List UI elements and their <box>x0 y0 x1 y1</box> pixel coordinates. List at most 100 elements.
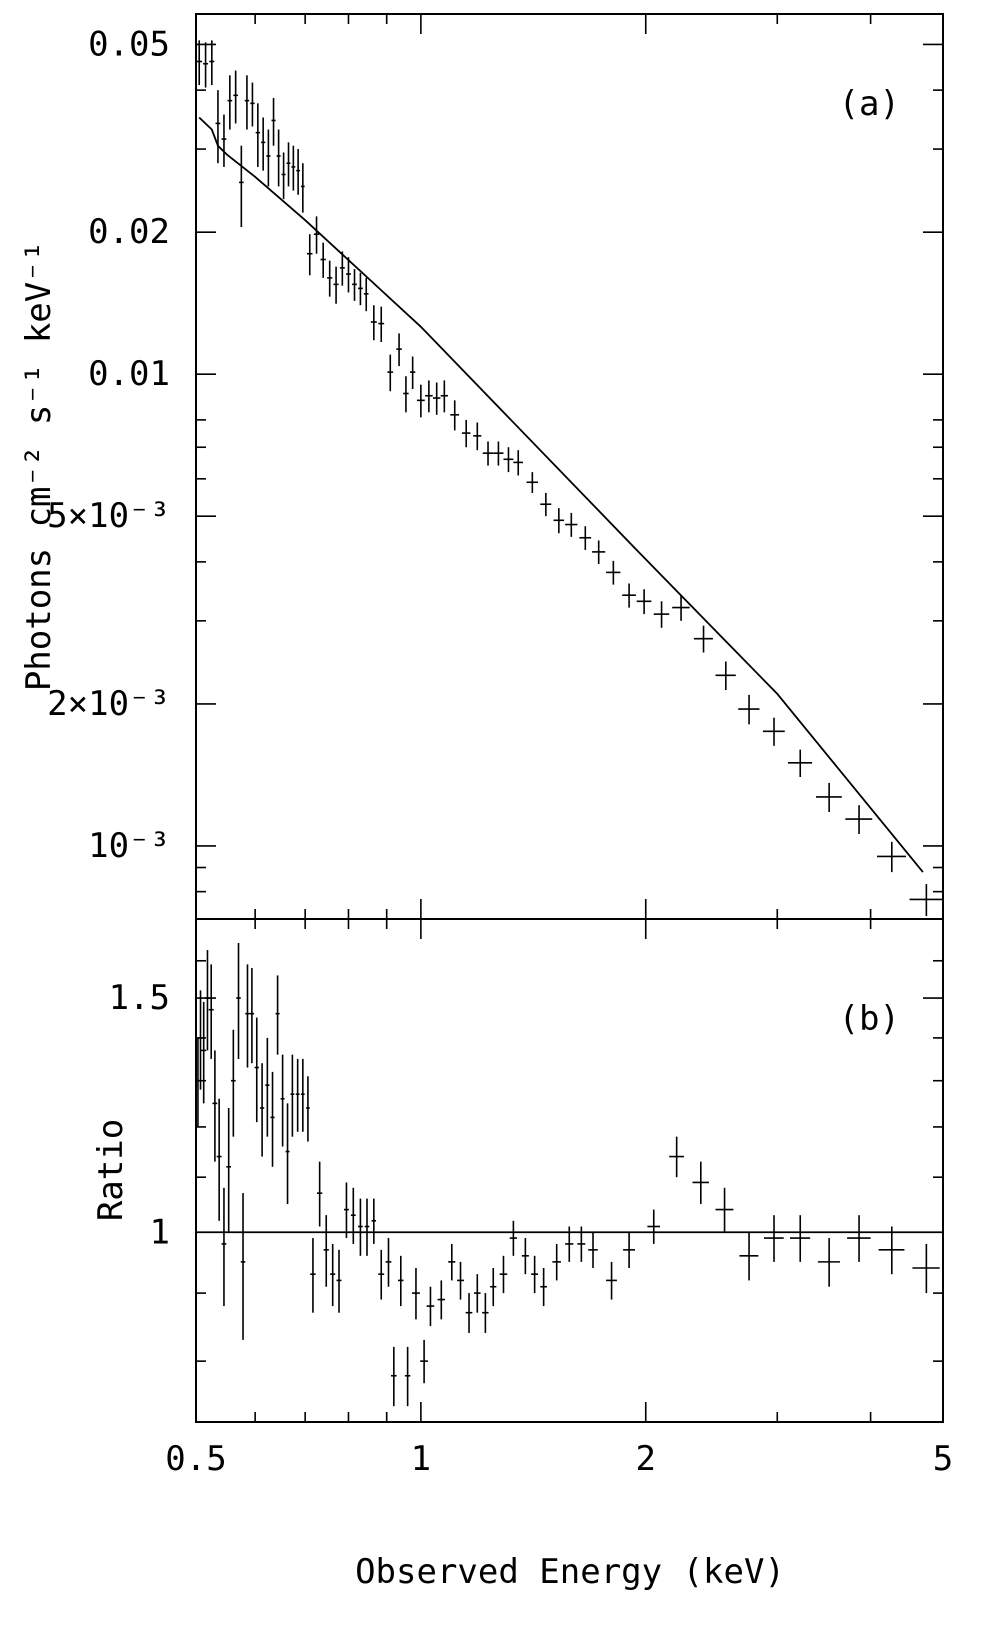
data-point <box>370 305 377 341</box>
data-point <box>440 380 448 413</box>
data-point <box>579 526 592 550</box>
data-point <box>565 512 578 537</box>
data-point <box>577 1226 586 1262</box>
data-point <box>878 1226 905 1275</box>
panel-a-y-axis-title: Photons cm⁻² s⁻¹ keV⁻¹ <box>19 241 59 691</box>
panel-a-frame <box>195 13 944 920</box>
data-point <box>513 450 523 476</box>
data-point <box>503 447 514 473</box>
data-point <box>457 1261 464 1300</box>
data-point <box>196 1037 200 1127</box>
x-tick-label: 0.5 <box>165 1439 226 1479</box>
panel-b-ratio: 1.51 (b) Ratio 0.5 1 2 5 Observed Energy (k… <box>91 918 953 1592</box>
panel-b-data-points <box>196 942 940 1407</box>
data-point <box>249 968 255 1064</box>
data-point <box>390 1346 397 1407</box>
data-point <box>672 595 690 621</box>
data-point <box>461 419 471 448</box>
data-point <box>845 805 873 834</box>
x-tick-label: 5 <box>933 1439 953 1479</box>
data-point <box>426 1286 435 1327</box>
data-point <box>300 1058 305 1132</box>
data-point <box>912 1243 940 1294</box>
data-point <box>592 540 606 564</box>
data-point <box>201 1001 207 1104</box>
y-tick-label: 0.01 <box>88 354 170 394</box>
data-point <box>531 1255 539 1294</box>
panel-a-data-points <box>196 40 943 917</box>
data-point <box>521 1238 529 1275</box>
data-point <box>565 1226 574 1262</box>
panel-a-y-tick-labels: 0.05 0.02 0.01 5×10⁻³ 2×10⁻³ 10⁻³ <box>47 24 170 866</box>
data-point <box>526 472 539 493</box>
data-point <box>692 1161 709 1205</box>
data-point <box>198 990 203 1090</box>
data-point <box>285 1103 290 1205</box>
data-point <box>270 1071 275 1167</box>
data-point <box>817 1238 841 1287</box>
data-point <box>465 1293 473 1333</box>
data-point <box>350 1187 356 1244</box>
data-point <box>425 380 433 413</box>
data-point <box>553 508 565 534</box>
data-point <box>295 1058 300 1132</box>
data-point <box>378 306 385 342</box>
x-tick-label: 2 <box>635 1439 655 1479</box>
panel-b-y-tick-labels: 1.51 <box>109 978 170 1252</box>
panel-a-spectrum: 0.05 0.02 0.01 5×10⁻³ 2×10⁻³ 10⁻³ (a) Photons… <box>19 13 944 920</box>
data-point <box>540 492 552 517</box>
data-point <box>259 1063 265 1157</box>
data-point <box>815 782 842 813</box>
panel-b-ticks <box>195 919 944 1422</box>
data-point <box>212 1050 218 1162</box>
data-point <box>352 269 357 301</box>
data-point <box>448 1243 456 1281</box>
x-tick-label: 1 <box>411 1439 431 1479</box>
data-point <box>404 1346 411 1407</box>
data-point <box>208 964 214 1059</box>
data-point <box>307 234 313 276</box>
data-point <box>409 356 416 390</box>
data-point <box>653 601 670 628</box>
data-point <box>762 717 785 746</box>
data-point <box>336 1249 342 1313</box>
y-tick-label: 10⁻³ <box>88 826 170 866</box>
panel-a-model-line <box>198 116 924 873</box>
data-point <box>221 114 227 167</box>
y-tick-label: 0.02 <box>88 212 170 252</box>
data-point <box>715 661 736 691</box>
data-point <box>227 75 233 130</box>
data-point <box>378 1249 385 1300</box>
data-point <box>420 1339 428 1384</box>
y-tick-label: 1 <box>150 1212 170 1252</box>
data-point <box>493 441 504 466</box>
data-point <box>231 1029 236 1137</box>
data-point <box>450 400 460 431</box>
data-point <box>300 163 305 213</box>
data-point <box>291 145 296 191</box>
panel-b-label: (b) <box>839 999 900 1039</box>
data-point <box>261 117 266 171</box>
panel-b-y-axis-title: Ratio <box>91 1119 131 1221</box>
data-point <box>196 40 203 86</box>
x-tick-labels: 0.5 1 2 5 <box>165 1439 953 1479</box>
data-point <box>552 1243 561 1281</box>
panel-a-ticks <box>195 14 944 919</box>
data-point <box>281 152 286 200</box>
data-point <box>509 1220 518 1256</box>
data-point <box>499 1255 508 1294</box>
data-point <box>271 97 276 146</box>
y-tick-label: 5×10⁻³ <box>47 496 170 536</box>
data-point <box>790 1215 811 1262</box>
data-point <box>416 384 425 418</box>
data-point <box>216 1098 222 1221</box>
data-point <box>606 1261 617 1300</box>
data-point <box>203 42 209 88</box>
data-point <box>540 1267 547 1307</box>
data-point <box>847 1215 871 1262</box>
data-point <box>482 441 494 466</box>
data-point <box>204 950 210 1051</box>
data-point <box>403 376 409 413</box>
data-point <box>245 964 250 1068</box>
